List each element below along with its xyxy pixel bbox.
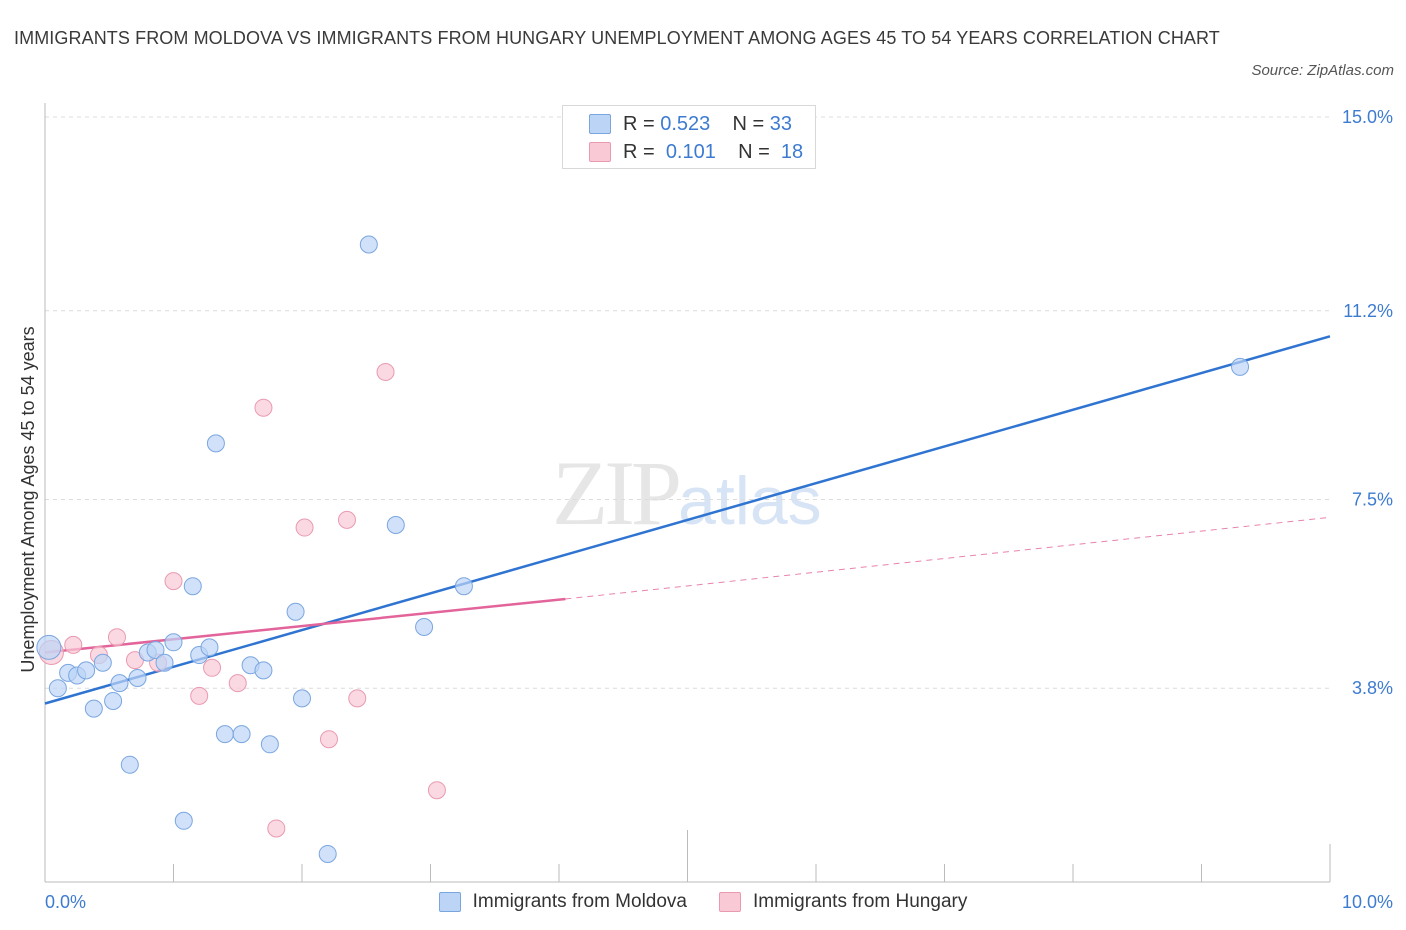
y-axis-label: Unemployment Among Ages 45 to 54 years bbox=[18, 326, 38, 672]
axis-labels: 3.8% 7.5% 11.2% 15.0% 0.0% 10.0% Unemployment … bbox=[18, 107, 1393, 912]
y-tick-label: 11.2% bbox=[1343, 301, 1393, 321]
moldova-point bbox=[36, 634, 62, 660]
hungary-swatch bbox=[589, 142, 611, 162]
moldova-point bbox=[359, 235, 378, 254]
hungary-point bbox=[267, 819, 286, 838]
moldova-legend-swatch bbox=[438, 892, 461, 912]
hungary-n-value: 18 bbox=[780, 140, 804, 163]
moldova-point bbox=[128, 669, 147, 687]
hungary-point bbox=[348, 689, 367, 708]
moldova-point bbox=[286, 602, 305, 621]
hungary-trend-extension bbox=[565, 516, 1331, 600]
moldova-point bbox=[454, 577, 473, 596]
x-tick-label: 0.0% bbox=[45, 892, 86, 912]
hungary-point bbox=[254, 398, 273, 417]
correlation-legend: R = 0.523 N = 33 R = 0.101 N = 18 bbox=[562, 105, 816, 169]
moldova-point bbox=[146, 640, 165, 659]
hungary-point bbox=[376, 363, 395, 381]
moldova-point bbox=[260, 735, 279, 754]
moldova-point bbox=[174, 811, 193, 830]
moldova-point bbox=[77, 661, 96, 680]
moldova-point bbox=[104, 691, 123, 710]
x-tick-label: 10.0% bbox=[1342, 892, 1393, 912]
moldova-point bbox=[1231, 357, 1250, 376]
moldova-n-label: N = bbox=[732, 112, 765, 135]
moldova-point bbox=[293, 689, 311, 708]
hungary-r-value: 0.101 bbox=[665, 140, 716, 163]
y-tick-label: 15.0% bbox=[1342, 107, 1393, 127]
hungary-point bbox=[427, 781, 446, 800]
hungary-r-label: R = bbox=[623, 140, 655, 163]
y-tick-label: 3.8% bbox=[1352, 678, 1393, 698]
hungary-point bbox=[190, 686, 209, 705]
trend-lines bbox=[44, 335, 1331, 705]
moldova-point bbox=[200, 638, 219, 657]
moldova-point bbox=[120, 755, 139, 774]
legend-row-moldova: R = 0.523 N = 33 bbox=[589, 112, 792, 136]
data-points bbox=[36, 235, 1250, 863]
y-tick-label: 7.5% bbox=[1352, 490, 1393, 510]
source-credit: Source: ZipAtlas.com bbox=[1251, 62, 1394, 79]
chart-title: IMMIGRANTS FROM MOLDOVA VS IMMIGRANTS FR… bbox=[14, 28, 1220, 48]
moldova-swatch bbox=[589, 114, 611, 134]
moldova-point bbox=[183, 577, 202, 596]
hungary-point bbox=[319, 730, 338, 749]
hungary-point bbox=[164, 572, 183, 591]
hungary-legend-swatch bbox=[719, 892, 741, 912]
hungary-point bbox=[64, 635, 83, 654]
moldova-point bbox=[415, 618, 434, 636]
moldova-point bbox=[232, 725, 251, 744]
hungary-point bbox=[337, 510, 356, 529]
series-legend: Immigrants from Moldova Immigrants from … bbox=[0, 888, 1406, 916]
hungary-legend-label: Immigrants from Hungary bbox=[753, 891, 968, 912]
moldova-point bbox=[318, 844, 337, 863]
hungary-point bbox=[295, 518, 314, 537]
moldova-trend-line bbox=[44, 335, 1331, 705]
hungary-point bbox=[228, 674, 247, 693]
legend-item-hungary: Immigrants from Hungary bbox=[719, 891, 967, 913]
moldova-point bbox=[254, 661, 273, 680]
axes bbox=[44, 103, 1331, 883]
hungary-n-label: N = bbox=[738, 140, 770, 163]
hungary-trend-line bbox=[44, 597, 566, 654]
moldova-point bbox=[386, 516, 405, 534]
moldova-legend-label: Immigrants from Moldova bbox=[472, 891, 687, 912]
moldova-point bbox=[155, 653, 174, 672]
moldova-point bbox=[164, 633, 183, 652]
moldova-n-value: 33 bbox=[769, 112, 793, 135]
legend-row-hungary: R = 0.101 N = 18 bbox=[589, 140, 803, 164]
moldova-point bbox=[110, 674, 129, 693]
moldova-point bbox=[48, 679, 67, 698]
moldova-r-label: R = bbox=[623, 112, 655, 135]
moldova-point bbox=[215, 725, 234, 744]
moldova-r-value: 0.523 bbox=[660, 112, 711, 135]
legend-item-moldova: Immigrants from Moldova bbox=[438, 891, 687, 913]
grid-lines bbox=[45, 116, 1330, 689]
moldova-point bbox=[84, 699, 103, 718]
hungary-point bbox=[203, 658, 222, 677]
hungary-point bbox=[107, 628, 126, 647]
moldova-point bbox=[93, 653, 112, 672]
moldova-point bbox=[206, 434, 225, 453]
